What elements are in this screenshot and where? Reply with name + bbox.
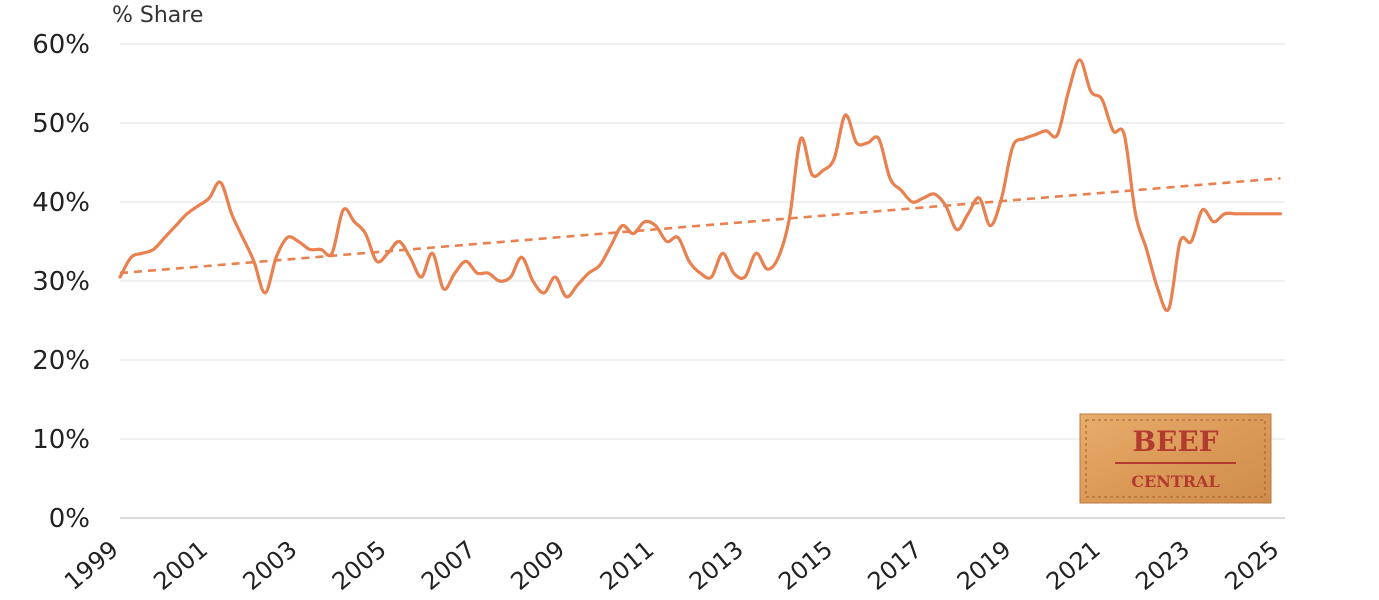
x-tick-label: 2023 <box>1130 535 1195 596</box>
y-axis-label: % Share <box>112 3 203 28</box>
x-tick-label: 2019 <box>952 535 1017 596</box>
y-tick-label: 10% <box>32 425 90 455</box>
y-tick-label: 20% <box>32 346 90 376</box>
x-tick-label: 2003 <box>238 535 303 596</box>
x-tick-label: 2005 <box>327 535 392 596</box>
share-series-line <box>118 58 1283 313</box>
x-tick-label: 1999 <box>59 535 124 596</box>
x-tick-label: 2015 <box>773 535 838 596</box>
trend-line <box>119 177 1281 275</box>
series-lines <box>118 58 1283 313</box>
x-tick-label: 2001 <box>148 535 213 596</box>
y-tick-label: 0% <box>49 504 90 534</box>
y-tick-label: 60% <box>32 30 90 60</box>
beef-central-logo: BEEF CENTRAL <box>1079 413 1272 504</box>
x-tick-label: 2021 <box>1041 535 1106 596</box>
x-tick-label: 2017 <box>863 535 928 596</box>
y-tick-label: 30% <box>32 267 90 297</box>
y-tick-label: 50% <box>32 109 90 139</box>
y-tick-label: 40% <box>32 188 90 218</box>
x-tick-label: 2007 <box>416 535 481 596</box>
x-tick-label: 2013 <box>684 535 749 596</box>
gridlines <box>120 43 1285 519</box>
logo-text-central: CENTRAL <box>1131 472 1219 491</box>
x-tick-label: 2025 <box>1220 535 1285 596</box>
logo-text-beef: BEEF <box>1132 425 1218 458</box>
y-axis-ticks: 0% 10% 20% 30% 40% 50% 60% <box>32 30 90 534</box>
x-axis-ticks: 1999 2001 2003 2005 2007 2009 2011 2013 2015 2017… <box>59 535 1284 596</box>
x-tick-label: 2011 <box>595 535 660 596</box>
x-tick-label: 2009 <box>505 535 570 596</box>
